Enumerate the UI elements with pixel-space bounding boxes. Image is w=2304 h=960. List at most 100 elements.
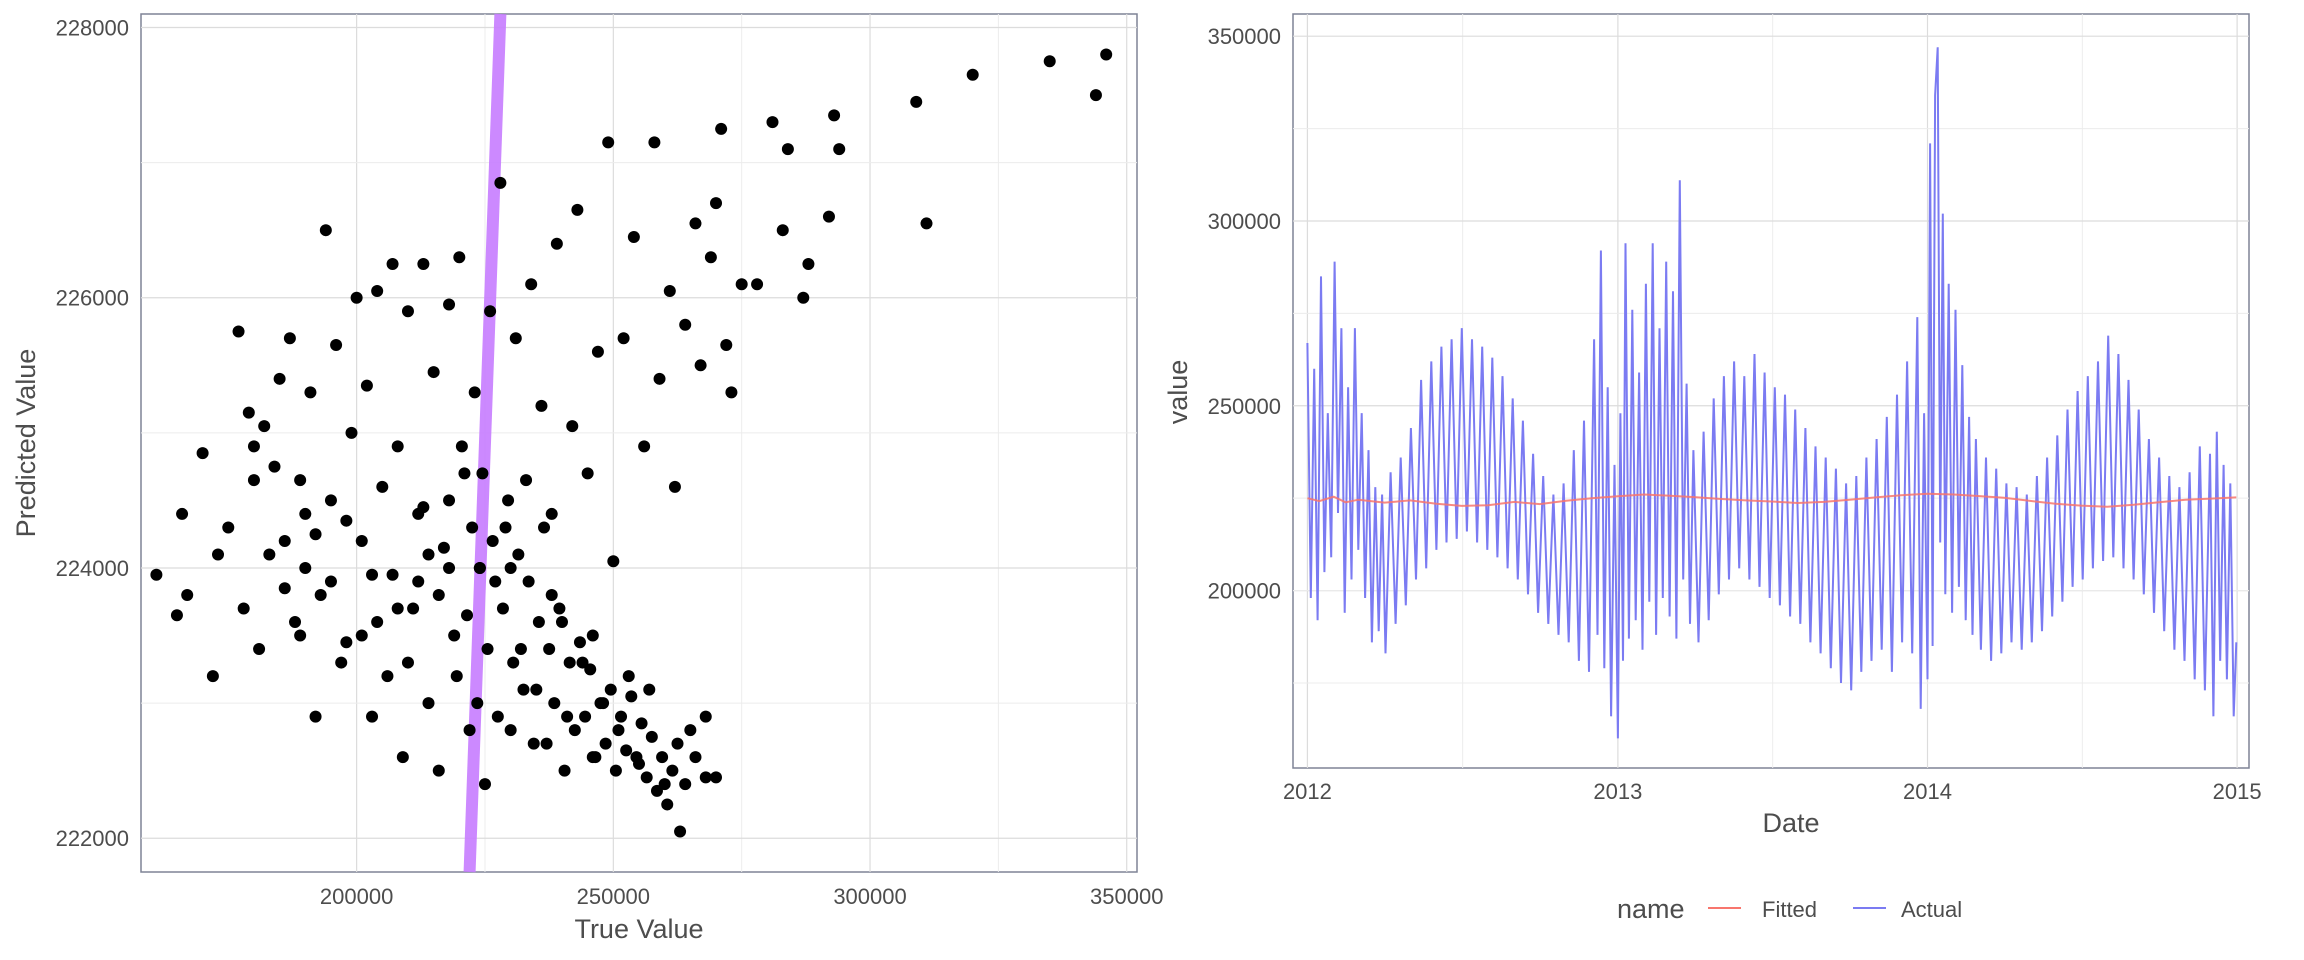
scatter-point: [766, 116, 779, 129]
scatter-point: [555, 616, 568, 629]
scatter-point: [512, 548, 525, 561]
timeseries-chart: 2012 2013 2014 2015 200000 250000 300000 35000…: [1163, 13, 2262, 924]
scatter-point: [455, 440, 468, 453]
scatter-point: [371, 284, 384, 297]
scatter-point: [294, 629, 307, 642]
timeseries-x-axis-label: Date: [1762, 808, 1819, 838]
scatter-point: [558, 764, 571, 777]
scatter-point: [386, 568, 399, 581]
scatter-point: [504, 724, 517, 737]
series-line-fitted: [1307, 492, 2237, 508]
scatter-point: [514, 643, 527, 656]
scatter-point: [468, 386, 481, 399]
timeseries-x-tick-label: 2014: [1903, 779, 1952, 804]
scatter-point: [401, 305, 414, 318]
scatter-point: [643, 683, 656, 696]
scatter-point: [355, 534, 368, 547]
scatter-point: [563, 656, 576, 669]
scatter-point: [1100, 48, 1113, 61]
scatter-point: [242, 406, 255, 419]
scatter-point: [443, 298, 456, 311]
scatter-point: [206, 670, 219, 683]
scatter-point: [548, 697, 561, 710]
scatter-point: [247, 440, 260, 453]
scatter-point: [407, 602, 420, 615]
scatter-point: [612, 724, 625, 737]
scatter-point: [704, 251, 717, 264]
timeseries-y-tick-label: 200000: [1208, 579, 1281, 604]
scatter-point: [170, 609, 183, 622]
scatter-point: [376, 480, 389, 493]
scatter-point: [1043, 55, 1056, 68]
scatter-point: [427, 366, 440, 379]
scatter-point: [484, 305, 497, 318]
scatter-point: [458, 467, 471, 480]
scatter-y-tick-label: 222000: [56, 826, 129, 851]
timeseries-x-tick-labels: 2012 2013 2014 2015: [1283, 779, 2262, 804]
scatter-point: [432, 764, 445, 777]
scatter-point: [417, 501, 430, 514]
scatter-point: [150, 568, 163, 581]
timeseries-y-tick-labels: 200000 250000 300000 350000: [1208, 24, 1281, 603]
scatter-point: [401, 656, 414, 669]
scatter-point: [499, 521, 512, 534]
series-line-actual: [1306, 47, 2238, 739]
scatter-point: [432, 589, 445, 602]
scatter-point: [710, 771, 723, 784]
scatter-x-tick-label: 300000: [833, 884, 906, 909]
scatter-point: [828, 109, 841, 122]
scatter-point: [615, 710, 628, 723]
scatter-point: [237, 602, 250, 615]
scatter-point: [535, 399, 548, 412]
timeseries-plot-panel: [1292, 13, 2250, 769]
scatter-point: [324, 575, 337, 588]
scatter-point: [496, 602, 509, 615]
scatter-point: [679, 778, 692, 791]
scatter-point: [176, 507, 189, 520]
scatter-point: [802, 257, 815, 270]
timeseries-y-tick-label: 300000: [1208, 209, 1281, 234]
scatter-point: [366, 710, 379, 723]
scatter-point: [489, 575, 502, 588]
scatter-point: [648, 136, 661, 149]
scatter-point: [289, 616, 302, 629]
scatter-point: [509, 332, 522, 345]
scatter-point: [668, 480, 681, 493]
scatter-point: [181, 589, 194, 602]
scatter-point: [910, 95, 923, 108]
scatter-point: [507, 656, 520, 669]
scatter-point: [448, 629, 461, 642]
scatter-point: [609, 764, 622, 777]
scatter-point: [502, 494, 515, 507]
scatter-point: [602, 136, 615, 149]
scatter-plot-panel: [140, 13, 1138, 873]
scatter-point: [553, 602, 566, 615]
scatter-point: [781, 143, 794, 156]
scatter-point: [461, 609, 474, 622]
scatter-point: [653, 372, 666, 385]
scatter-point: [196, 447, 209, 460]
scatter-point: [309, 528, 322, 541]
scatter-point: [450, 670, 463, 683]
scatter-point: [625, 690, 638, 703]
scatter-point: [319, 224, 332, 237]
timeseries-y-tick-label: 250000: [1208, 394, 1281, 419]
scatter-point: [594, 697, 607, 710]
scatter-point: [222, 521, 235, 534]
scatter-x-axis-label: True Value: [574, 914, 703, 944]
scatter-point: [283, 332, 296, 345]
scatter-point: [453, 251, 466, 264]
scatter-point: [350, 291, 363, 304]
scatter-point: [591, 345, 604, 358]
scatter-point: [212, 548, 225, 561]
scatter-point: [473, 561, 486, 574]
scatter-point: [386, 257, 399, 270]
scatter-point: [299, 561, 312, 574]
scatter-x-tick-label: 200000: [320, 884, 393, 909]
scatter-point: [966, 68, 979, 81]
scatter-point: [278, 582, 291, 595]
scatter-point: [263, 548, 276, 561]
scatter-point: [581, 467, 594, 480]
scatter-point: [330, 339, 343, 352]
